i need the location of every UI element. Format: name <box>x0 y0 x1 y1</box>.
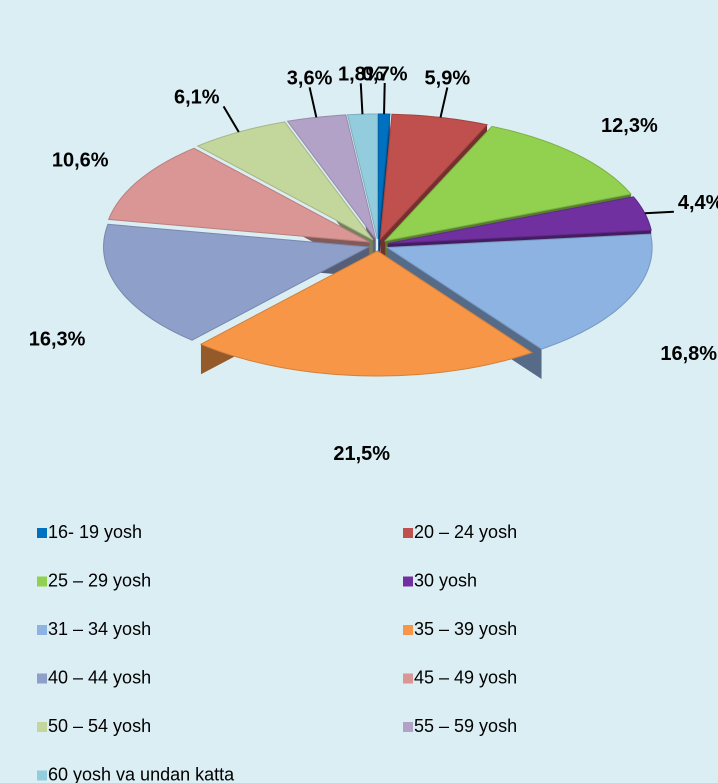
legend-label: 20 – 24 yosh <box>414 522 517 542</box>
data-label: 21,5% <box>333 443 390 465</box>
slice <box>196 121 374 241</box>
data-label: 6,1% <box>174 87 220 109</box>
data-label: 1,8% <box>338 64 384 86</box>
legend-swatch <box>37 625 47 635</box>
legend-swatch <box>37 673 47 684</box>
slice <box>199 250 534 377</box>
leader-line <box>308 87 318 118</box>
data-label: 16,8% <box>660 343 717 365</box>
slice <box>346 113 378 240</box>
data-label: 10,6% <box>52 150 109 172</box>
leader-line <box>644 210 674 215</box>
legend-label: 55 – 59 yosh <box>414 716 517 736</box>
legend-swatch <box>403 528 413 538</box>
slice <box>383 125 632 242</box>
slice <box>103 223 371 341</box>
slice <box>107 147 370 243</box>
legend-swatch <box>37 770 47 781</box>
leader-line <box>359 83 364 115</box>
legend-label: 45 – 49 yosh <box>414 667 517 687</box>
data-label: 3,6% <box>287 68 333 90</box>
legend-swatch <box>403 673 413 684</box>
legend-swatch <box>37 722 47 732</box>
legend-swatch <box>403 625 413 635</box>
slice <box>379 113 489 241</box>
leader-line <box>383 83 386 115</box>
legend-label: 60 yosh va undan katta <box>48 764 235 783</box>
data-label: 16,3% <box>29 328 86 350</box>
legend-swatch <box>37 576 47 587</box>
legend-label: 35 – 39 yosh <box>414 619 517 639</box>
data-label: 0,7% <box>362 63 408 85</box>
data-label: 4,4% <box>678 192 718 214</box>
leader-line <box>222 105 240 133</box>
slice <box>377 113 391 240</box>
legend-swatch <box>403 722 413 732</box>
legend-label: 30 yosh <box>414 570 477 590</box>
slice <box>286 114 377 240</box>
leader-line <box>439 87 449 118</box>
legend-label: 31 – 34 yosh <box>48 619 151 639</box>
data-label: 5,9% <box>425 68 471 90</box>
legend-label: 25 – 29 yosh <box>48 570 151 590</box>
legend-label: 16- 19 yosh <box>48 522 142 542</box>
legend-swatch <box>403 576 413 587</box>
slice <box>385 233 653 350</box>
legend-label: 50 – 54 yosh <box>48 716 151 736</box>
data-label: 12,3% <box>601 115 658 137</box>
legend-swatch <box>37 528 47 538</box>
legend-label: 40 – 44 yosh <box>48 667 151 687</box>
